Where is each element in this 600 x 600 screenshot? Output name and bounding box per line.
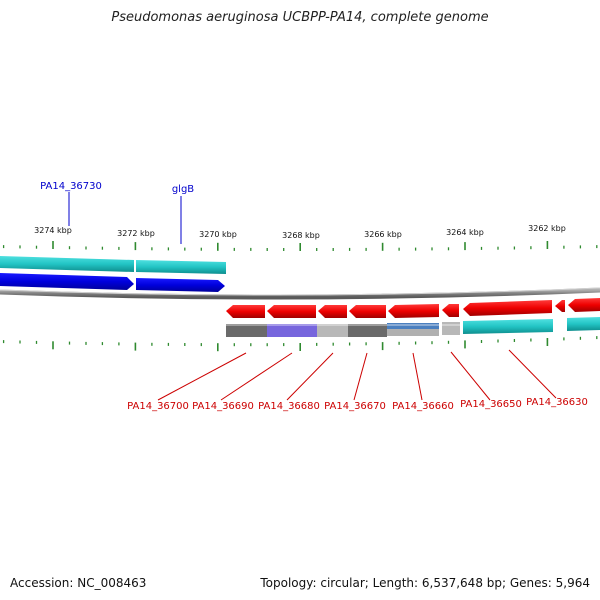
reverse-gene-1[interactable] bbox=[226, 324, 267, 337]
reverse-cds-7[interactable] bbox=[463, 300, 552, 316]
tick-label-3264: 3264 kbp bbox=[446, 228, 484, 237]
accession-text: Accession: NC_008463 bbox=[10, 576, 147, 590]
top-gene-labels: PA14_36730 glgB bbox=[40, 181, 194, 244]
reverse-cds-5[interactable] bbox=[388, 304, 439, 318]
reverse-cds-3[interactable] bbox=[318, 305, 347, 318]
gene-label-pa14-36690[interactable]: PA14_36690 bbox=[192, 401, 254, 412]
reverse-gene-4[interactable] bbox=[348, 324, 387, 337]
gene-label-glgb[interactable]: glgB bbox=[172, 184, 194, 195]
reverse-cds-track bbox=[226, 298, 600, 318]
forward-cds-track bbox=[0, 273, 225, 292]
forward-gene-2[interactable] bbox=[136, 260, 226, 274]
topology-text: Topology: circular; Length: 6,537,648 bp… bbox=[260, 576, 590, 590]
reverse-cds-4[interactable] bbox=[349, 305, 386, 318]
gene-label-pa14-36660[interactable]: PA14_36660 bbox=[392, 401, 454, 412]
reverse-cds-6[interactable] bbox=[442, 304, 459, 317]
gene-label-pa14-36730[interactable]: PA14_36730 bbox=[40, 181, 102, 192]
reverse-gene-7[interactable] bbox=[442, 322, 460, 335]
reverse-gene-2[interactable] bbox=[267, 324, 317, 337]
tick-label-3270: 3270 kbp bbox=[199, 230, 237, 239]
tick-labels: 3274 kbp 3272 kbp 3270 kbp 3268 kbp 3266… bbox=[34, 224, 566, 240]
reverse-cds-9[interactable] bbox=[568, 298, 600, 312]
map-title: Pseudomonas aeruginosa UCBPP-PA14, compl… bbox=[111, 10, 489, 25]
forward-gene-1[interactable] bbox=[0, 256, 134, 272]
gene-label-pa14-36630[interactable]: PA14_36630 bbox=[526, 397, 588, 408]
reverse-cds-8[interactable] bbox=[555, 300, 565, 312]
reverse-gene-track bbox=[226, 317, 600, 337]
upper-tick-row bbox=[2, 241, 598, 251]
gene-label-pa14-36680[interactable]: PA14_36680 bbox=[258, 401, 320, 412]
tick-label-3266: 3266 kbp bbox=[364, 230, 402, 239]
reverse-cds-1[interactable] bbox=[226, 305, 265, 318]
genome-backbone bbox=[0, 287, 600, 300]
reverse-gene-3[interactable] bbox=[317, 324, 348, 337]
forward-gene-track bbox=[0, 256, 226, 274]
lower-tick-row bbox=[2, 336, 598, 352]
reverse-gene-9[interactable] bbox=[567, 317, 600, 331]
reverse-gene-6[interactable] bbox=[387, 329, 439, 336]
gene-label-pa14-36700[interactable]: PA14_36700 bbox=[127, 401, 189, 412]
reverse-gene-5[interactable] bbox=[387, 323, 439, 329]
tick-label-3268: 3268 kbp bbox=[282, 231, 320, 240]
reverse-cds-2[interactable] bbox=[267, 305, 316, 318]
forward-cds-1[interactable] bbox=[0, 273, 134, 290]
gene-label-pa14-36650[interactable]: PA14_36650 bbox=[460, 399, 522, 410]
gene-label-pa14-36670[interactable]: PA14_36670 bbox=[324, 401, 386, 412]
tick-label-3262: 3262 kbp bbox=[528, 224, 566, 233]
forward-cds-2[interactable] bbox=[136, 278, 225, 292]
bottom-gene-labels: PA14_36700 PA14_36690 PA14_36680 PA14_36… bbox=[127, 349, 588, 412]
reverse-gene-8[interactable] bbox=[463, 319, 553, 334]
tick-label-3272: 3272 kbp bbox=[117, 229, 155, 238]
tick-label-3274: 3274 kbp bbox=[34, 226, 72, 235]
